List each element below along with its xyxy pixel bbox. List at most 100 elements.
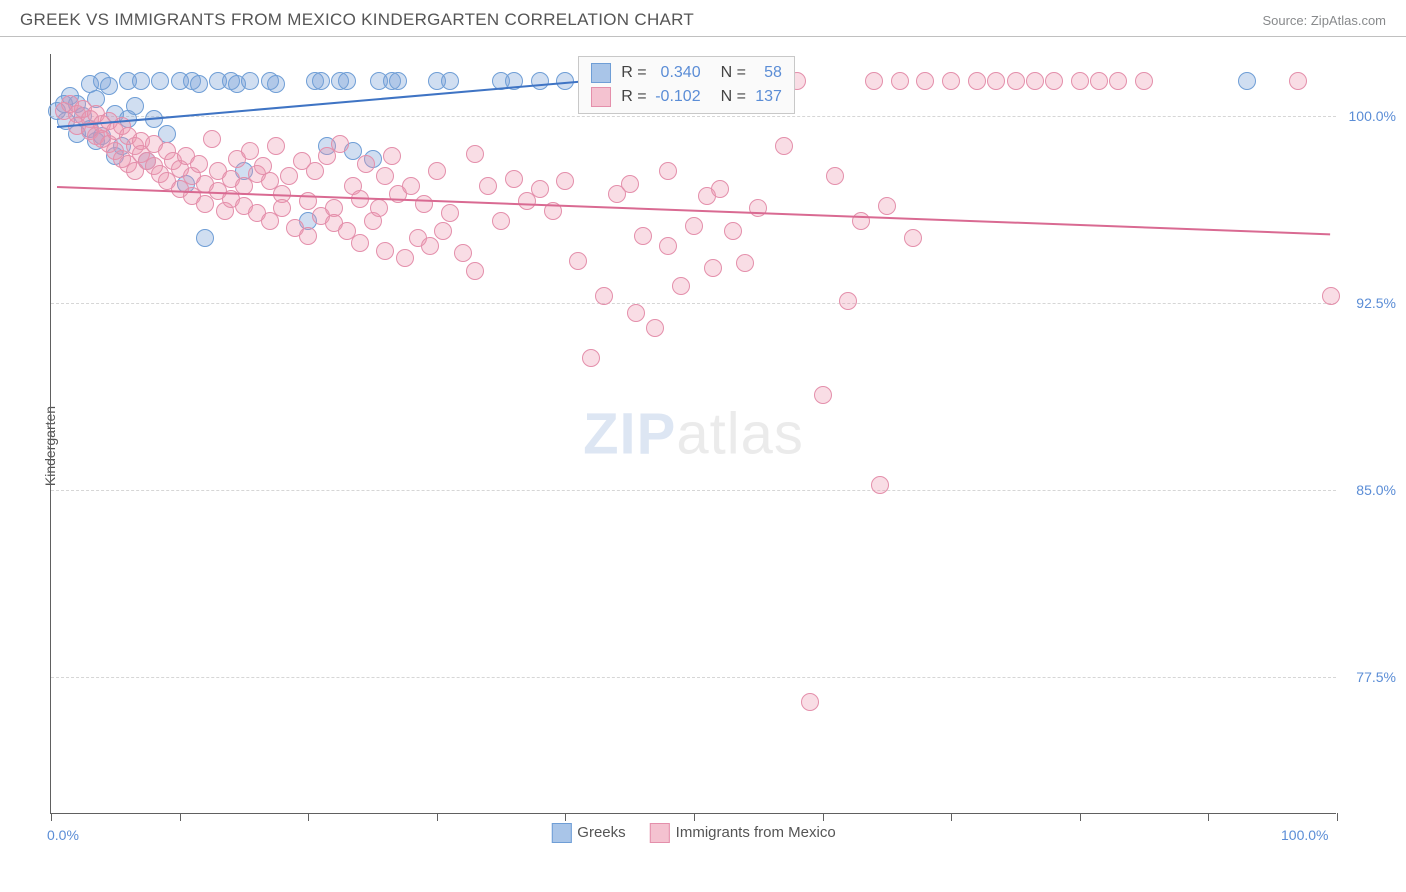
bottom-legend-label: Greeks bbox=[577, 824, 625, 841]
x-tick bbox=[694, 813, 695, 821]
legend-row: R =-0.102N =137 bbox=[591, 85, 782, 109]
data-point bbox=[839, 292, 857, 310]
legend-r-label: R = bbox=[621, 61, 646, 85]
data-point bbox=[1289, 72, 1307, 90]
y-tick-label: 77.5% bbox=[1344, 669, 1396, 685]
data-point bbox=[376, 242, 394, 260]
watermark-zip: ZIP bbox=[583, 401, 676, 466]
x-tick bbox=[437, 813, 438, 821]
data-point bbox=[454, 244, 472, 262]
data-point bbox=[441, 204, 459, 222]
data-point bbox=[891, 72, 909, 90]
y-tick-label: 100.0% bbox=[1344, 108, 1396, 124]
data-point bbox=[595, 287, 613, 305]
x-tick bbox=[951, 813, 952, 821]
data-point bbox=[685, 217, 703, 235]
data-point bbox=[190, 155, 208, 173]
data-point bbox=[441, 72, 459, 90]
data-point bbox=[814, 386, 832, 404]
legend-n-label: N = bbox=[721, 61, 746, 85]
data-point bbox=[711, 180, 729, 198]
data-point bbox=[351, 234, 369, 252]
data-point bbox=[852, 212, 870, 230]
data-point bbox=[126, 97, 144, 115]
data-point bbox=[1026, 72, 1044, 90]
data-point bbox=[1090, 72, 1108, 90]
legend-row: R = 0.340 N =58 bbox=[591, 61, 782, 85]
data-point bbox=[704, 259, 722, 277]
data-point bbox=[672, 277, 690, 295]
data-point bbox=[376, 167, 394, 185]
data-point bbox=[1045, 72, 1063, 90]
watermark: ZIPatlas bbox=[583, 400, 804, 467]
data-point bbox=[428, 162, 446, 180]
data-point bbox=[582, 349, 600, 367]
data-point bbox=[878, 197, 896, 215]
data-point bbox=[357, 155, 375, 173]
data-point bbox=[556, 172, 574, 190]
data-point bbox=[190, 75, 208, 93]
data-point bbox=[987, 72, 1005, 90]
data-point bbox=[968, 72, 986, 90]
data-point bbox=[299, 227, 317, 245]
data-point bbox=[466, 145, 484, 163]
legend-swatch bbox=[591, 87, 611, 107]
legend-n-value: 58 bbox=[752, 61, 782, 85]
legend-n-label: N = bbox=[721, 85, 746, 109]
x-tick-label: 100.0% bbox=[1281, 827, 1328, 843]
data-point bbox=[100, 77, 118, 95]
chart-header: GREEK VS IMMIGRANTS FROM MEXICO KINDERGA… bbox=[0, 0, 1406, 37]
data-point bbox=[338, 72, 356, 90]
x-tick bbox=[180, 813, 181, 821]
data-point bbox=[479, 177, 497, 195]
data-point bbox=[402, 177, 420, 195]
chart-source: Source: ZipAtlas.com bbox=[1262, 13, 1386, 28]
data-point bbox=[267, 75, 285, 93]
legend-swatch bbox=[591, 63, 611, 83]
data-point bbox=[531, 72, 549, 90]
data-point bbox=[421, 237, 439, 255]
data-point bbox=[505, 170, 523, 188]
data-point bbox=[749, 199, 767, 217]
scatter-chart: ZIPatlas 77.5%85.0%92.5%100.0%0.0%100.0%… bbox=[50, 54, 1336, 814]
data-point bbox=[871, 476, 889, 494]
legend-r-value: 0.340 bbox=[653, 61, 701, 85]
data-point bbox=[492, 212, 510, 230]
data-point bbox=[415, 195, 433, 213]
data-point bbox=[1238, 72, 1256, 90]
data-point bbox=[1135, 72, 1153, 90]
data-point bbox=[1007, 72, 1025, 90]
data-point bbox=[203, 130, 221, 148]
data-point bbox=[659, 237, 677, 255]
data-point bbox=[273, 199, 291, 217]
data-point bbox=[383, 147, 401, 165]
data-point bbox=[531, 180, 549, 198]
data-point bbox=[569, 252, 587, 270]
data-point bbox=[267, 137, 285, 155]
data-point bbox=[132, 72, 150, 90]
data-point bbox=[634, 227, 652, 245]
data-point bbox=[151, 72, 169, 90]
data-point bbox=[646, 319, 664, 337]
data-point bbox=[904, 229, 922, 247]
x-tick-label: 0.0% bbox=[47, 827, 79, 843]
x-tick bbox=[1080, 813, 1081, 821]
gridline-h bbox=[51, 490, 1336, 491]
data-point bbox=[280, 167, 298, 185]
data-point bbox=[466, 262, 484, 280]
legend-swatch bbox=[551, 823, 571, 843]
data-point bbox=[865, 72, 883, 90]
bottom-legend-item: Greeks bbox=[551, 823, 625, 843]
data-point bbox=[801, 693, 819, 711]
data-point bbox=[241, 72, 259, 90]
data-point bbox=[1071, 72, 1089, 90]
data-point bbox=[312, 72, 330, 90]
data-point bbox=[775, 137, 793, 155]
bottom-legend-item: Immigrants from Mexico bbox=[650, 823, 836, 843]
gridline-h bbox=[51, 116, 1336, 117]
data-point bbox=[826, 167, 844, 185]
x-tick bbox=[1208, 813, 1209, 821]
data-point bbox=[241, 142, 259, 160]
x-tick bbox=[1337, 813, 1338, 821]
legend-r-label: R = bbox=[621, 85, 646, 109]
